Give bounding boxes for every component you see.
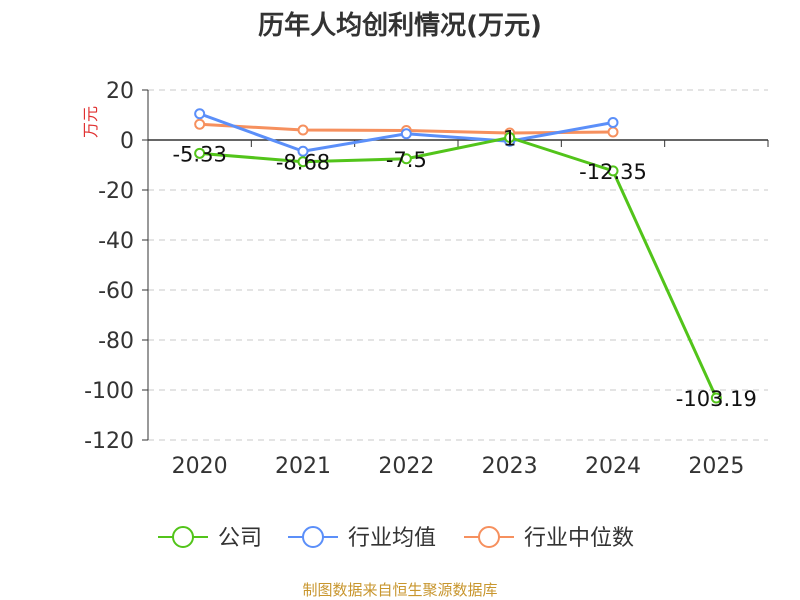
legend-marker — [478, 526, 500, 548]
data-label: -8.68 — [276, 151, 330, 175]
data-label: -5.33 — [172, 142, 226, 166]
y-tick-label: -20 — [98, 179, 134, 204]
data-label: 1 — [503, 127, 516, 151]
data-point — [400, 153, 412, 165]
y-tick-label: 20 — [106, 79, 134, 104]
data-labels: -5.33 -8.68 -7.5 1 -12.35 -103.19 — [172, 127, 756, 411]
y-axis-label: 万元 — [81, 106, 100, 138]
data-point — [400, 128, 412, 140]
grid-lines — [148, 89, 768, 441]
data-point — [297, 124, 309, 136]
x-tick-label: 2022 — [378, 454, 434, 479]
x-tick-label: 2020 — [172, 454, 228, 479]
x-tick-label: 2024 — [585, 454, 641, 479]
data-label: -12.35 — [579, 160, 647, 184]
data-point — [194, 118, 206, 130]
x-tick-label: 2021 — [275, 454, 331, 479]
data-point — [297, 145, 309, 157]
legend: 公司 行业均值 行业中位数 — [158, 526, 634, 551]
y-tick-label: -40 — [98, 229, 134, 254]
x-tick-label: 2023 — [482, 454, 538, 479]
chart-title: 历年人均创利情况(万元) — [258, 10, 542, 41]
legend-label: 行业均值 — [348, 526, 436, 551]
legend-marker — [172, 526, 194, 548]
data-point — [297, 156, 309, 168]
data-point — [607, 165, 619, 177]
data-point — [194, 108, 206, 120]
x-tick-label: 2025 — [688, 454, 744, 479]
data-label: -7.5 — [386, 148, 427, 172]
y-tick-label: -100 — [84, 379, 134, 404]
data-point — [194, 147, 206, 159]
axes — [142, 89, 769, 441]
data-point — [504, 132, 516, 143]
legend-marker — [302, 526, 324, 548]
y-tick-label: -60 — [98, 279, 134, 304]
y-tick-label: 0 — [120, 129, 134, 154]
legend-label: 行业中位数 — [524, 526, 634, 551]
legend-label: 公司 — [218, 526, 262, 551]
data-label: -103.19 — [676, 387, 757, 411]
series-lines — [194, 108, 722, 404]
data-point — [710, 392, 722, 404]
data-point — [607, 126, 619, 138]
y-tick-labels: 20 0 -20 -40 -60 -80 -100 -120 — [84, 79, 134, 454]
x-tick-labels: 2020 2021 2022 2023 2024 2025 — [172, 454, 745, 479]
series-line — [199, 136, 718, 399]
y-tick-label: -120 — [84, 429, 134, 454]
source-note: 制图数据来自恒生聚源数据库 — [302, 581, 497, 599]
y-tick-label: -80 — [98, 329, 134, 354]
data-point — [607, 117, 619, 128]
